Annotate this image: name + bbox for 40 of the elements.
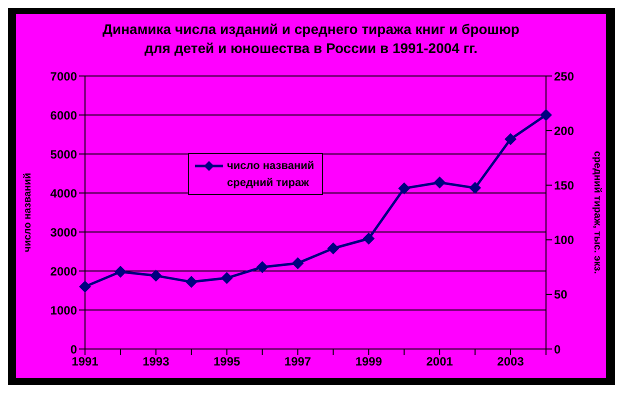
- point: [79, 280, 91, 293]
- y2-tick-label: 0: [554, 342, 561, 356]
- y-axis-title: число названий: [22, 172, 34, 252]
- y2-tick-label: 250: [554, 69, 574, 84]
- point: [292, 257, 304, 270]
- point: [327, 242, 340, 254]
- point: [256, 261, 268, 274]
- y-tick-label: 5000: [50, 147, 78, 162]
- point: [540, 109, 552, 121]
- y-tick-label: 0: [70, 342, 78, 356]
- x-tick-label: 2001: [426, 354, 454, 369]
- y2-tick-label: 50: [554, 288, 568, 302]
- y-tick-label: 1000: [50, 303, 78, 318]
- y2-tick-label: 150: [554, 178, 574, 192]
- text: средний тираж: [227, 176, 309, 188]
- point: [504, 133, 517, 146]
- x-tick-label: 1999: [355, 354, 382, 369]
- chart-title: Динамика числа изданий и среднего тиража книг и брошюр для детей и юношества в России в 1991-2004 гг.: [102, 20, 520, 58]
- y-tick-label: 3000: [50, 225, 78, 240]
- y-tick-label: 6000: [50, 108, 78, 122]
- y2-tick-label: 100: [554, 233, 574, 248]
- x-tick-label: 1993: [142, 354, 170, 369]
- y2-tick-label: 200: [554, 124, 574, 138]
- point: [469, 182, 482, 194]
- point: [220, 272, 233, 284]
- y2-axis-title: средний тираж, тыс. экз.: [591, 151, 602, 274]
- legend-label: число названий: [227, 160, 314, 172]
- x-tick-label: 1991: [72, 354, 99, 369]
- y-tick-label: 2000: [50, 264, 78, 278]
- point: [114, 266, 126, 278]
- x-tick-label: 1997: [284, 354, 312, 369]
- y-tick-label: 7000: [50, 69, 78, 84]
- x-tick-label: 1995: [213, 354, 241, 369]
- point: [434, 176, 446, 188]
- point: [185, 276, 198, 288]
- y-tick-label: 4000: [50, 186, 78, 200]
- point: [398, 182, 410, 194]
- point: [362, 232, 375, 245]
- point: [150, 270, 162, 282]
- x-tick-label: 2003: [497, 354, 524, 369]
